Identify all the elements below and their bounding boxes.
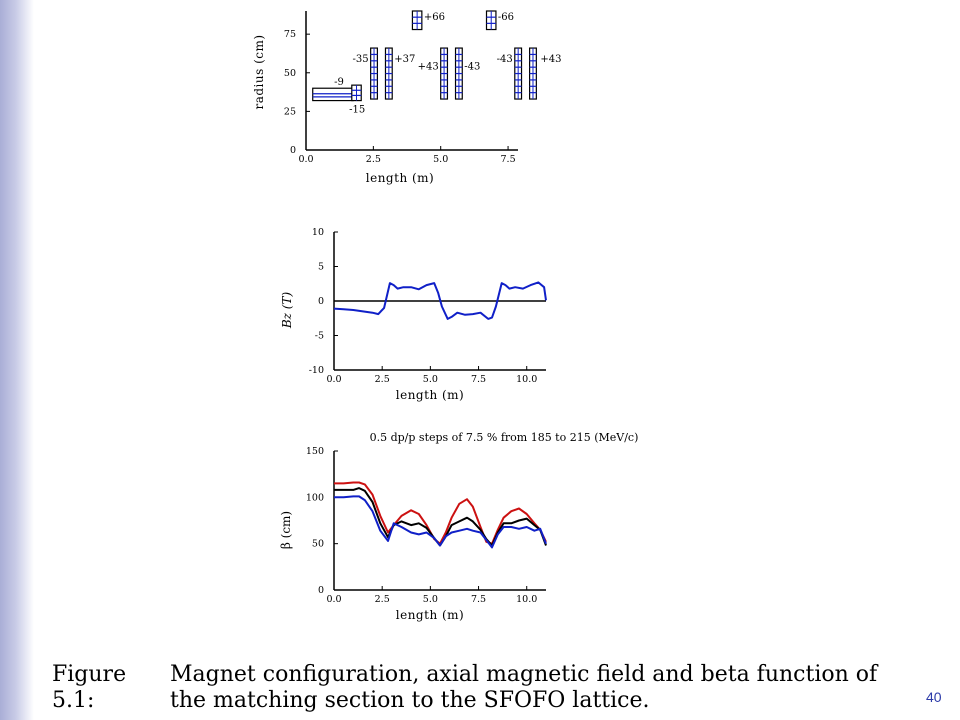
- y-tick-label: 50: [284, 68, 296, 79]
- x-tick-label: 5.0: [423, 374, 438, 385]
- beta-function-plot: 0.5 dp/p steps of 7.5 % from 185 to 215 …: [279, 431, 638, 622]
- coil-current-label: +43: [540, 54, 561, 65]
- y-tick-label: -5: [315, 331, 324, 342]
- y-tick-label: 25: [284, 106, 296, 117]
- caption-text: Magnet configuration, axial magnetic fie…: [170, 662, 878, 713]
- x-tick-label: 2.5: [375, 374, 390, 385]
- x-tick-label: 2.5: [366, 154, 381, 165]
- beta-series-line: [334, 481, 547, 545]
- beta-series-line: [334, 487, 547, 547]
- coil-current-label: -43: [497, 54, 513, 65]
- x-axis-label: length (m): [396, 388, 464, 402]
- x-axis-label: length (m): [366, 171, 434, 185]
- magnet-configuration-plot: 0.0 2.5 5.0 7.5 0 25 50 75 -9 -15 -35 +37 +66 +43 -43…: [252, 10, 561, 185]
- coil-current-label: -43: [464, 62, 480, 73]
- tick-labels: 0.0 2.5 5.0 7.5 10.0 -10 -5 0 5 10: [309, 227, 538, 385]
- magnet-coils: -9 -15 -35 +37 +66 +43 -43 -66 -43 +43: [312, 10, 561, 116]
- x-tick-label: 7.5: [471, 374, 486, 385]
- y-axis-label: radius (cm): [252, 34, 266, 109]
- x-tick-label: 10.0: [516, 594, 537, 605]
- beta-series-line: [334, 495, 547, 549]
- y-tick-label: 100: [306, 492, 324, 503]
- y-tick-label: 50: [312, 539, 324, 550]
- plot-series: [334, 481, 547, 549]
- y-tick-label: 10: [312, 227, 324, 238]
- plot-title: 0.5 dp/p steps of 7.5 % from 185 to 215 …: [370, 431, 639, 444]
- plot-axes: [333, 450, 546, 591]
- field-series-line: [333, 281, 547, 320]
- x-tick-label: 7.5: [501, 154, 516, 165]
- x-tick-label: 10.0: [516, 374, 537, 385]
- y-axis-label: β (cm): [279, 511, 293, 549]
- y-tick-label: 5: [318, 262, 324, 273]
- y-axis-label: Bz (T): [280, 292, 294, 330]
- plot-series: [333, 281, 547, 320]
- page-number: 40: [926, 689, 942, 705]
- y-tick-label: 0: [318, 296, 324, 307]
- x-tick-label: 5.0: [423, 594, 438, 605]
- y-tick-label: 75: [284, 29, 296, 40]
- coil-current-label: +37: [394, 54, 415, 65]
- x-tick-label: 2.5: [375, 594, 390, 605]
- x-tick-label: 0.0: [326, 594, 341, 605]
- magnet-coil: [312, 87, 354, 102]
- x-tick-label: 7.5: [471, 594, 486, 605]
- figure-caption: Figure 5.1: Magnet configuration, axial m…: [52, 662, 912, 714]
- y-tick-label: 150: [306, 446, 324, 457]
- coil-current-label: +66: [424, 12, 445, 23]
- tick-labels: 0.0 2.5 5.0 7.5 10.0 0 50 100 150: [306, 446, 537, 605]
- plot-axes: [305, 11, 518, 151]
- coil-current-label: -66: [498, 12, 514, 23]
- y-tick-label: 0: [290, 145, 296, 156]
- coil-current-label: -9: [334, 77, 344, 88]
- coil-current-label: -35: [353, 54, 369, 65]
- y-tick-label: -10: [309, 365, 324, 376]
- x-tick-label: 0.0: [298, 154, 313, 165]
- slide-side-gradient: [0, 0, 34, 720]
- x-axis-label: length (m): [396, 608, 464, 622]
- tick-labels: 0.0 2.5 5.0 7.5 0 25 50 75: [284, 29, 516, 165]
- x-tick-label: 5.0: [433, 154, 448, 165]
- y-tick-label: 0: [318, 585, 324, 596]
- axial-field-plot: 0.0 2.5 5.0 7.5 10.0 -10 -5 0 5 10 length (m) Bz …: [280, 227, 547, 402]
- x-tick-label: 0.0: [326, 374, 341, 385]
- coil-current-label: +43: [418, 62, 439, 73]
- coil-current-label: -15: [349, 105, 365, 116]
- caption-label: Figure 5.1:: [52, 662, 127, 713]
